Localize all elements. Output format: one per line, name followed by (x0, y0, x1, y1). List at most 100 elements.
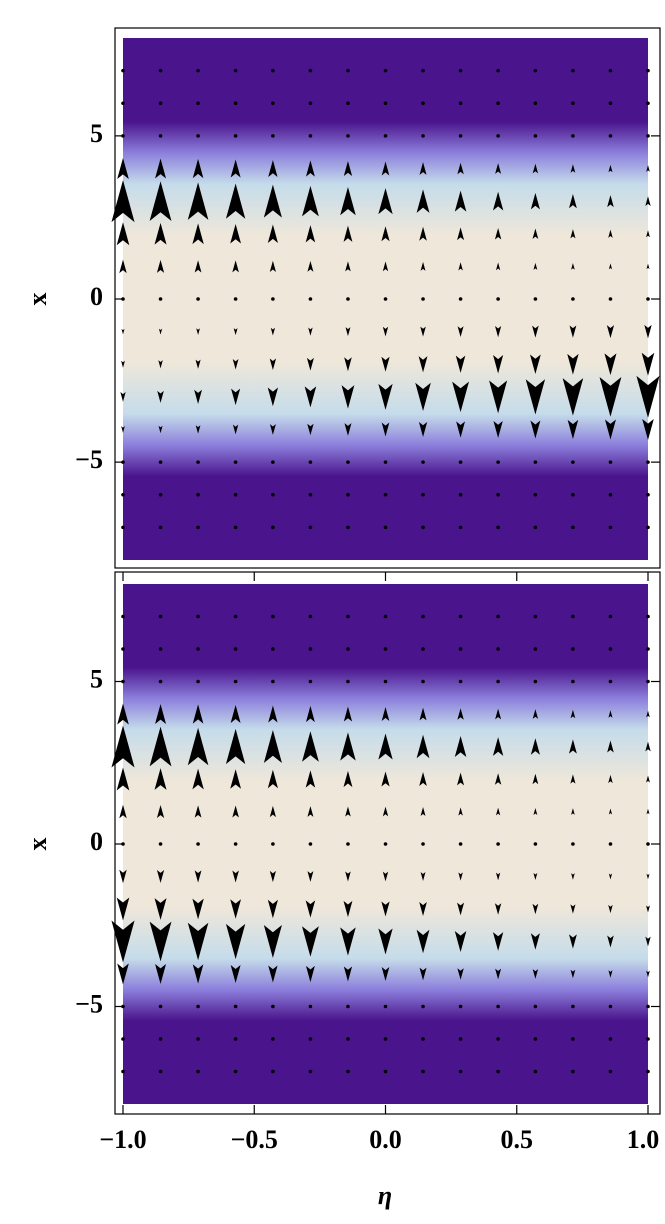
arrow (158, 360, 163, 369)
arrow (418, 421, 428, 438)
arrow-dot (571, 614, 575, 619)
arrow-dot (571, 1037, 575, 1041)
arrow-dot (383, 101, 388, 106)
arrow (419, 162, 427, 175)
arrow-dot (646, 134, 650, 138)
arrow-dot (496, 68, 500, 73)
arrow-dot (308, 68, 313, 73)
arrow (192, 158, 204, 179)
arrow-dot (608, 134, 613, 138)
arrow-dot (158, 679, 163, 684)
arrow (117, 703, 129, 725)
arrow (111, 180, 135, 223)
arrow-dot (233, 679, 238, 684)
arrow (636, 375, 660, 418)
arrow (154, 768, 167, 790)
arrow (267, 899, 278, 919)
arrow-dot (308, 297, 313, 301)
arrow-dot (646, 525, 650, 530)
arrow-dot (121, 68, 125, 73)
arrow (495, 163, 502, 174)
arrow-dot (608, 101, 613, 106)
arrow-dot (158, 1037, 163, 1041)
arrow-dot (421, 134, 425, 138)
arrow-dot (271, 525, 275, 530)
arrow-dot (458, 1037, 463, 1041)
arrow-dot (346, 134, 350, 138)
arrow (119, 259, 127, 274)
arrow-dot (271, 647, 275, 651)
arrow (492, 932, 504, 951)
arrow-dot (533, 647, 538, 651)
arrow-dot (458, 525, 463, 530)
arrow (269, 358, 277, 371)
arrow-dot (571, 842, 575, 846)
arrow-dot (346, 101, 350, 106)
arrow-dot (271, 68, 275, 73)
y-tick-label: 5 (90, 119, 103, 148)
arrow-dot (271, 679, 275, 684)
y-tick-label: 0 (90, 282, 103, 311)
arrow-dot (571, 134, 575, 138)
arrow-dot (458, 1069, 463, 1074)
arrow-dot (383, 614, 388, 619)
arrow-dot (571, 460, 575, 464)
arrow-dot (646, 492, 650, 497)
arrow (607, 740, 614, 753)
arrow-dot (383, 525, 388, 530)
arrow (569, 934, 577, 949)
arrow-dot (533, 525, 538, 530)
arrow (194, 870, 202, 883)
arrow (608, 263, 613, 270)
arrow (302, 185, 319, 217)
arrow (116, 767, 130, 791)
arrow-dot (233, 842, 238, 846)
arrow-dot (496, 525, 500, 530)
arrow-dot (383, 68, 388, 73)
arrow (419, 226, 427, 241)
arrow-dot (346, 1069, 350, 1074)
arrow-dot (571, 297, 575, 301)
arrow-dot (158, 492, 163, 497)
arrow-dot (646, 1004, 650, 1009)
arrow-dot (458, 679, 463, 684)
arrow-dot (271, 492, 275, 497)
arrow (305, 770, 316, 788)
arrow (494, 903, 502, 915)
arrow (646, 970, 650, 978)
arrow-dot (233, 68, 238, 73)
arrow (382, 261, 389, 272)
arrow (225, 183, 246, 219)
y-tick-label: 0 (90, 827, 103, 856)
arrow (532, 228, 539, 239)
arrow (533, 807, 538, 816)
arrow (230, 223, 241, 244)
arrow (489, 380, 508, 414)
arrow (493, 421, 503, 438)
arrow (232, 805, 239, 818)
arrow (419, 707, 427, 721)
arrow (154, 898, 167, 920)
arrow-dot (158, 460, 163, 464)
arrow (416, 734, 430, 759)
arrow-dot (458, 1004, 463, 1009)
arrow (263, 925, 282, 958)
arrow (608, 710, 613, 718)
arrow-dot (458, 68, 463, 73)
arrow (154, 222, 167, 245)
arrow (599, 377, 622, 417)
arrow (570, 164, 576, 173)
arrow (646, 873, 650, 880)
arrow-dot (458, 134, 463, 138)
arrow-dot (271, 1004, 275, 1009)
arrow (570, 229, 576, 239)
arrow (269, 424, 276, 435)
arrow (604, 353, 617, 376)
arrow (567, 419, 579, 440)
arrow (420, 872, 426, 881)
arrow (343, 160, 353, 177)
arrow-dot (533, 460, 538, 464)
arrow-dot (533, 842, 538, 846)
arrow-dot (308, 614, 313, 619)
arrow (308, 327, 313, 336)
